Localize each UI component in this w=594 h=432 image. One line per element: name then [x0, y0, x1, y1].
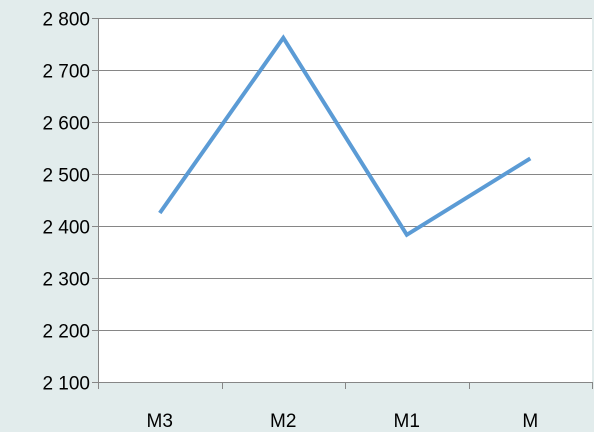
- y-tick-label: 2 600: [42, 114, 90, 135]
- x-tick-label-M3: M3: [147, 411, 173, 432]
- plot-area: [98, 18, 592, 382]
- x-tick-label-M1: M1: [394, 411, 420, 432]
- y-tick-label: 2 800: [42, 10, 90, 31]
- y-tick-label: 2 700: [42, 62, 90, 83]
- x-tick-label-M2: M2: [270, 411, 296, 432]
- y-tick-label: 2 400: [42, 218, 90, 239]
- y-tick-label: 2 100: [42, 374, 90, 395]
- y-tick-label: 2 500: [42, 166, 90, 187]
- series-line-0: [158, 34, 532, 238]
- series-group: [158, 34, 532, 238]
- x-tick-label-M: M: [522, 411, 538, 432]
- y-axis-tick-labels: 2 100 2 200 2 300 2 400 2 500 2 600 2 700 2 800: [42, 10, 90, 395]
- x-axis-tick-labels: M3 M2 M1 M: [147, 411, 539, 432]
- y-tick-label: 2 300: [42, 270, 90, 291]
- axes: [92, 18, 593, 389]
- gridlines: [98, 18, 592, 331]
- y-tick-label: 2 200: [42, 322, 90, 343]
